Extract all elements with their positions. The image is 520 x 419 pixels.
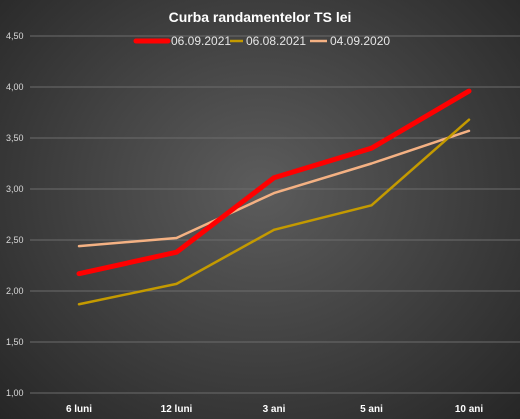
y-tick-label: 1,00 <box>6 388 24 398</box>
data-point-series-0 <box>175 251 178 254</box>
data-point-series-2 <box>273 192 275 195</box>
plot-area <box>76 88 472 306</box>
legend-label-series-0: 06.09.2021 <box>171 34 231 48</box>
data-point-series-1 <box>273 228 275 231</box>
y-axis: 1,00 1,50 2,00 2,50 3,00 3,50 4,00 4,50 <box>6 31 24 398</box>
data-point-series-0 <box>78 272 80 275</box>
y-tick-label: 1,50 <box>6 337 24 347</box>
data-point-series-1 <box>175 282 178 285</box>
x-axis: 6 luni 12 luni 3 ani 5 ani 10 ani <box>66 404 483 415</box>
data-point-series-2 <box>175 236 178 239</box>
data-point-series-2 <box>370 162 373 165</box>
data-point-series-0 <box>273 176 275 179</box>
data-point-series-2 <box>468 129 470 132</box>
x-tick-label: 12 luni <box>161 404 193 415</box>
data-point-series-0 <box>370 147 373 150</box>
x-tick-label: 10 ani <box>455 404 484 415</box>
series-line-1 <box>77 118 471 306</box>
chart-title: Curba randamentelor TS lei <box>169 9 352 25</box>
x-tick-label: 5 ani <box>360 404 383 415</box>
data-point-series-1 <box>468 118 470 121</box>
gridlines <box>30 35 520 394</box>
legend: 06.09.2021 06.08.2021 04.09.2020 <box>133 34 390 48</box>
x-tick-label: 6 luni <box>66 404 92 415</box>
y-tick-label: 4,00 <box>6 82 24 92</box>
series-line-0 <box>76 88 472 277</box>
y-tick-label: 3,50 <box>6 133 24 143</box>
data-point-series-1 <box>78 303 80 306</box>
x-tick-label: 3 ani <box>263 404 286 415</box>
y-tick-label: 4,50 <box>6 31 24 41</box>
y-tick-label: 3,00 <box>6 184 24 194</box>
y-tick-label: 2,50 <box>6 235 24 245</box>
legend-label-series-1: 06.08.2021 <box>246 34 306 48</box>
legend-label-series-2: 04.09.2020 <box>330 34 390 48</box>
data-point-series-1 <box>370 204 373 207</box>
y-tick-label: 2,00 <box>6 286 24 296</box>
data-point-series-2 <box>78 245 80 248</box>
data-point-series-0 <box>468 90 470 93</box>
